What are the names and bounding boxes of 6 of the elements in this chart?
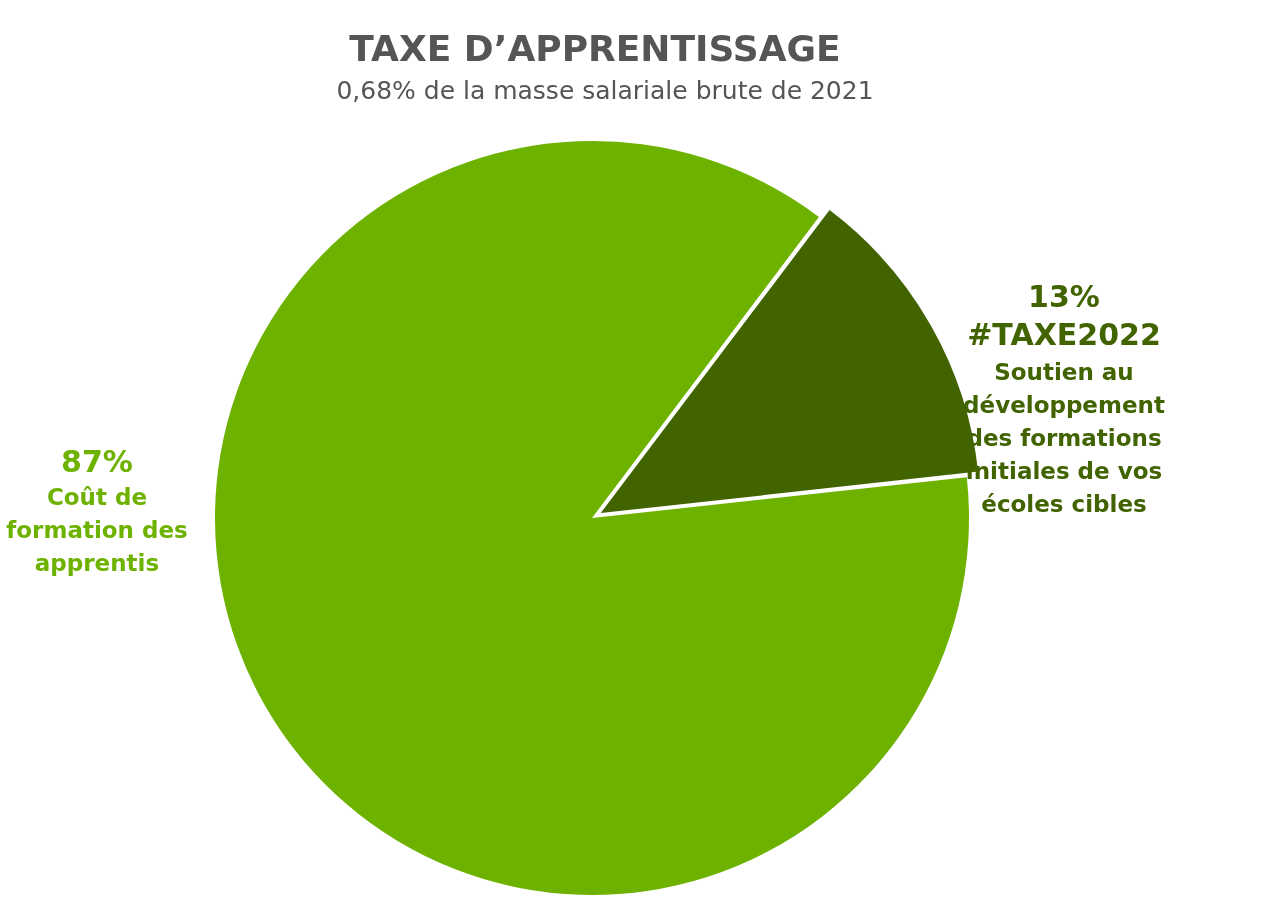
chart-title: TAXE D’APPRENTISSAGE	[348, 28, 842, 69]
text: #TAXE2022	[967, 317, 1161, 353]
data-label: 13%	[1028, 279, 1100, 315]
data-label: 87%	[61, 444, 133, 480]
chart-subtitle: 0,68% de la masse salariale brute de 2021	[335, 76, 875, 105]
slice-label: Coût de formation des apprentis	[6, 483, 188, 576]
